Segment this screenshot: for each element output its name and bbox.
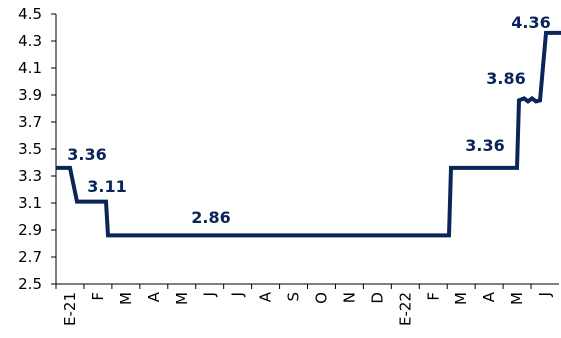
x-tick-label: O: [312, 292, 330, 304]
data-label: 3.36: [465, 136, 504, 155]
y-tick-label: 2.9: [18, 221, 42, 239]
x-tick-label: M: [452, 292, 470, 305]
x-tick-label: D: [368, 292, 386, 304]
x-tick-label: M: [117, 292, 135, 305]
data-label: 2.86: [191, 208, 230, 227]
x-tick-label: J: [229, 292, 247, 297]
x-tick-label: F: [424, 292, 442, 301]
x-tick-label: J: [536, 292, 554, 297]
data-labels: 3.36 3.11 2.86 3.36 3.86 4.36: [67, 13, 550, 227]
x-tick-label: M: [508, 292, 526, 305]
x-tick-label: J: [201, 292, 219, 297]
x-tick-label: M: [173, 292, 191, 305]
y-tick-label: 2.5: [18, 275, 42, 293]
x-tick-label: E-21: [61, 292, 79, 326]
x-tick-label: F: [89, 292, 107, 301]
y-tick-label: 4.5: [18, 5, 42, 23]
data-label: 3.36: [67, 145, 106, 164]
y-tick-label: 3.9: [18, 86, 42, 104]
x-tick-label: A: [480, 291, 498, 302]
x-tick-label: A: [257, 291, 275, 302]
series-line: [56, 30, 561, 238]
y-tick-label: 3.7: [18, 113, 42, 131]
y-tick-label: 4.1: [18, 59, 42, 77]
y-axis: 2.5 2.7 2.9 3.1 3.3 3.5 3.7 3.9 4.1 4.3 4.5: [18, 5, 57, 293]
y-tick-label: 4.3: [18, 32, 42, 50]
series-layer: [56, 30, 561, 238]
y-tick-label: 3.1: [18, 194, 42, 212]
x-tick-label: N: [340, 292, 358, 303]
data-label: 3.86: [486, 69, 525, 88]
y-tick-label: 3.5: [18, 140, 42, 158]
x-tick-label: A: [145, 291, 163, 302]
x-axis: E-21 F M A M J J A S O N D E-22 F M A M J: [55, 283, 559, 326]
y-tick-label: 3.3: [18, 167, 42, 185]
x-tick-label: E-22: [396, 292, 414, 326]
y-tick-label: 2.7: [18, 248, 42, 266]
data-label: 4.36: [511, 13, 550, 32]
x-tick-label: S: [285, 292, 303, 302]
data-label: 3.11: [87, 177, 126, 196]
